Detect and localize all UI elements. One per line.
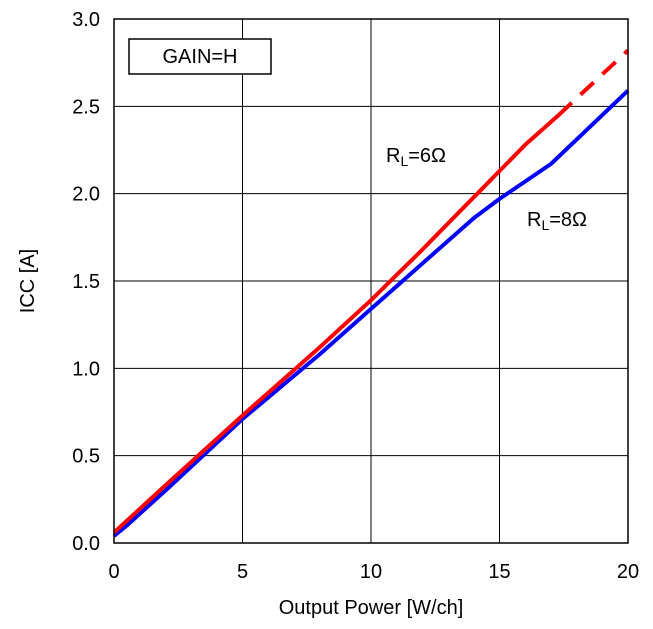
series-label-rl8-sub: L (541, 217, 549, 233)
x-tick-label: 20 (617, 561, 639, 583)
y-axis-label: ICC [A] (17, 249, 39, 313)
series-label-rl6: RL=6Ω (386, 145, 446, 169)
series-label-rl8: RL=8Ω (527, 209, 587, 233)
x-axis-label: Output Power [W/ch] (279, 597, 464, 619)
series-label-rl8-suffix: =8Ω (549, 209, 587, 231)
series-label-rl6-sub: L (400, 153, 408, 169)
series-label-rl6-suffix: =6Ω (408, 145, 446, 167)
annotation-box (128, 38, 272, 75)
y-tick-label: 2.5 (72, 96, 100, 118)
y-tick-label: 0.5 (72, 446, 100, 468)
x-tick-label: 15 (488, 561, 510, 583)
series-line-1 (112, 89, 630, 538)
series-label-rl8-main: R (527, 209, 541, 231)
x-tick-label: 0 (108, 561, 119, 583)
annotation-text: GAIN=H (162, 46, 237, 68)
plot-border (113, 18, 629, 544)
series-label-rl6-main: R (386, 145, 400, 167)
y-tick-label: 1.5 (72, 271, 100, 293)
x-tick-label: 10 (360, 561, 382, 583)
tick-labels: 0 5 10 15 20 0.0 0.5 1.0 1.5 2.0 2.5 3.0 (72, 9, 639, 583)
y-tick-label: 0.0 (72, 533, 100, 555)
y-tick-label: 2.0 (72, 184, 100, 206)
series-line-0-dashed (557, 48, 630, 117)
series-line-0 (112, 113, 560, 534)
x-tick-label: 5 (237, 561, 248, 583)
y-tick-label: 3.0 (72, 9, 100, 31)
y-tick-label: 1.0 (72, 358, 100, 380)
series-group (112, 48, 630, 538)
